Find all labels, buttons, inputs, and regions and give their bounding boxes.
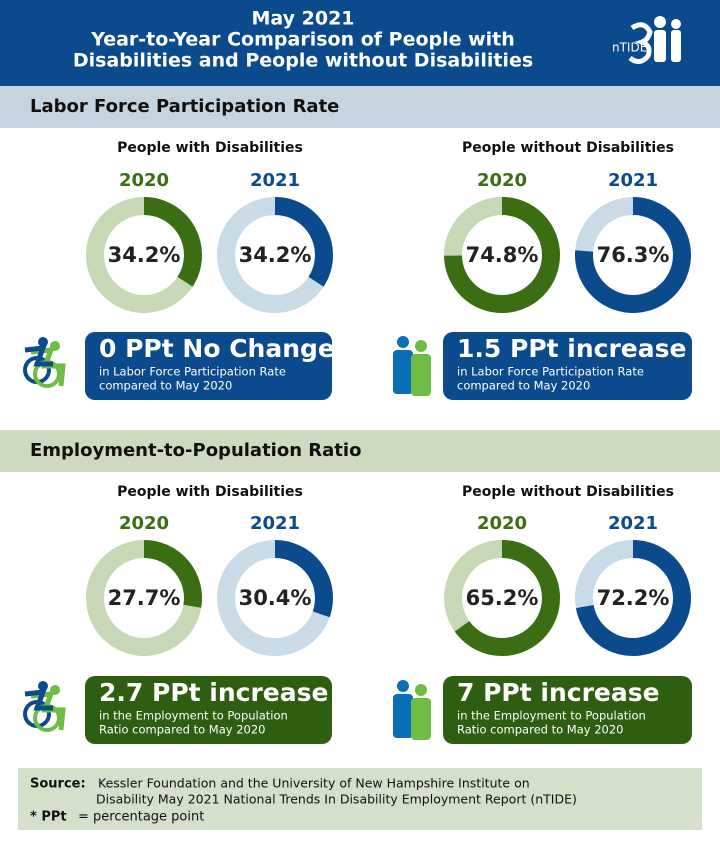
year-label: 2020 <box>477 170 527 191</box>
donut-arc <box>444 197 560 313</box>
donut: 30.4% <box>217 540 333 656</box>
year-label: 2021 <box>250 513 300 534</box>
donut-arc <box>274 197 333 287</box>
year-label: 2020 <box>477 513 527 534</box>
icon-part <box>393 350 413 394</box>
icon-part <box>38 337 48 347</box>
callout-headline: 1.5 PPt increase <box>457 334 686 363</box>
donut-value-label: 34.2% <box>239 243 312 267</box>
source-box <box>18 768 702 830</box>
donut-value-label: 76.3% <box>597 243 670 267</box>
donut-arc <box>454 540 560 656</box>
callout-text: in Labor Force Participation Rate <box>99 365 286 379</box>
icon-part <box>24 689 53 711</box>
icon-part <box>411 354 431 396</box>
icon-part <box>393 694 413 738</box>
callout-text: compared to May 2020 <box>99 379 232 393</box>
icon-part <box>24 345 53 367</box>
donut: 76.3% <box>575 197 691 313</box>
callout-box <box>85 676 332 744</box>
donut-value-label: 34.2% <box>108 243 181 267</box>
callout-text: compared to May 2020 <box>457 379 590 393</box>
icon-part <box>397 336 409 348</box>
year-label: 2021 <box>608 513 658 534</box>
callout-text: in the Employment to Population <box>99 709 288 723</box>
source-text: Disability May 2021 National Trends In D… <box>96 792 577 807</box>
group-label: People with Disabilities <box>117 140 303 156</box>
callout-headline: 0 PPt No Change <box>99 334 335 363</box>
donut: 65.2% <box>444 540 560 656</box>
donut-arc <box>274 540 333 618</box>
icon-part <box>415 340 427 352</box>
callout-box <box>85 332 332 400</box>
callout-text: Ratio compared to May 2020 <box>99 723 266 737</box>
donut: 72.2% <box>575 540 691 656</box>
group-label: People without Disabilities <box>462 140 674 156</box>
header-title: Disabilities and People without Disabili… <box>73 50 533 72</box>
group-label: People without Disabilities <box>462 484 674 500</box>
donut-value-label: 72.2% <box>597 586 670 610</box>
donut: 34.2% <box>217 197 333 313</box>
wheelchair-icon <box>23 681 66 732</box>
callout-text: Ratio compared to May 2020 <box>457 723 624 737</box>
section-band <box>0 430 720 472</box>
section-band <box>0 86 720 128</box>
callout-headline: 2.7 PPt increase <box>99 678 328 707</box>
people-icon <box>393 680 431 740</box>
year-label: 2020 <box>119 513 169 534</box>
callout-box <box>443 676 692 744</box>
callout-text: in the Employment to Population <box>457 709 646 723</box>
section-title: Employment-to-Population Ratio <box>30 440 361 461</box>
logo-icon <box>628 16 681 64</box>
donut-value-label: 27.7% <box>108 586 181 610</box>
donut: 74.8% <box>444 197 560 313</box>
year-label: 2021 <box>250 170 300 191</box>
year-label: 2020 <box>119 170 169 191</box>
donut-value-label: 30.4% <box>239 586 312 610</box>
year-label: 2021 <box>608 170 658 191</box>
callout-text: in Labor Force Participation Rate <box>457 365 644 379</box>
callout-box <box>443 332 692 400</box>
donut: 27.7% <box>86 540 202 656</box>
icon-part <box>397 680 409 692</box>
icon-part <box>415 684 427 696</box>
donut-arc <box>575 197 691 313</box>
donut-arc <box>143 197 202 287</box>
icon-part <box>411 698 431 740</box>
donut-arc <box>575 540 691 656</box>
donut-arc <box>143 540 202 608</box>
source-label: Source: <box>30 777 86 792</box>
header-title: Year-to-Year Comparison of People with <box>90 29 515 51</box>
note-key: * PPt <box>30 810 67 825</box>
group-label: People with Disabilities <box>117 484 303 500</box>
header-band <box>0 0 720 86</box>
donut: 34.2% <box>86 197 202 313</box>
donut-value-label: 65.2% <box>466 586 539 610</box>
logo-text: nTIDE <box>612 41 647 55</box>
source-text: Kessler Foundation and the University of… <box>98 776 530 791</box>
people-icon <box>393 336 431 396</box>
section-title: Labor Force Participation Rate <box>30 96 339 117</box>
callout-headline: 7 PPt increase <box>457 678 660 707</box>
wheelchair-icon <box>23 337 66 388</box>
icon-part <box>38 681 48 691</box>
header-title: May 2021 <box>251 8 354 30</box>
donut-value-label: 74.8% <box>466 243 539 267</box>
note-text: = percentage point <box>78 810 204 825</box>
